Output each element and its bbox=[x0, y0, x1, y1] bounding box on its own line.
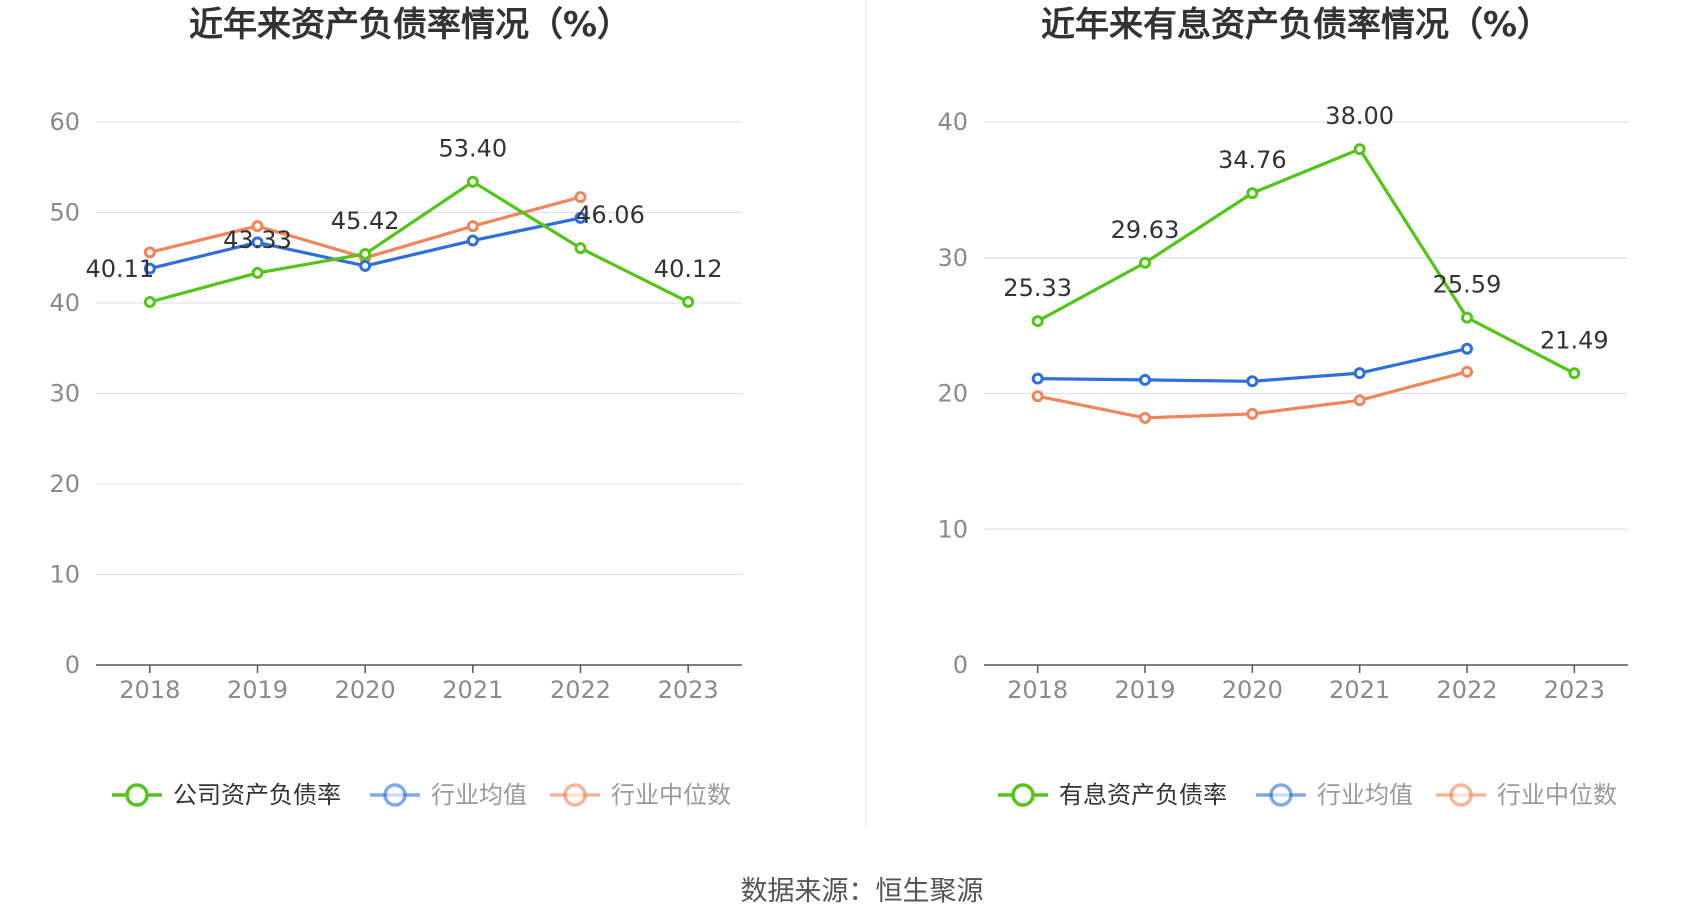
data-point bbox=[251, 236, 264, 249]
legend-marker bbox=[563, 783, 587, 807]
chart-debt-ratio: 近年来资产负债率情况（%） 0 10 20 30 40 50 60 2018 2019 2020 2… bbox=[49, 5, 742, 809]
y-tick-label: 20 bbox=[49, 470, 80, 498]
data-point bbox=[1139, 373, 1151, 386]
y-tick-label: 10 bbox=[49, 561, 80, 589]
legend-item: 行业均值 bbox=[1256, 781, 1413, 809]
x-tick-label: 2022 bbox=[550, 676, 611, 704]
data-point bbox=[1461, 342, 1473, 355]
y-tick-label: 10 bbox=[937, 515, 968, 543]
x-tick-label: 2022 bbox=[1436, 676, 1497, 704]
data-point bbox=[143, 296, 156, 309]
data-point bbox=[574, 211, 587, 224]
y-tick-label: 60 bbox=[49, 108, 80, 136]
x-tick-label: 2020 bbox=[335, 676, 396, 704]
data-point bbox=[1031, 390, 1044, 403]
y-tick-label: 20 bbox=[937, 380, 968, 408]
data-label: 38.00 bbox=[1325, 102, 1394, 130]
data-point bbox=[1031, 372, 1044, 385]
y-tick-label: 50 bbox=[49, 199, 80, 227]
x-tick-label: 2023 bbox=[658, 676, 719, 704]
chart-interest-bearing-debt-ratio: 近年来有息资产负债率情况（%） 0 10 20 30 40 2018 2019 2020 202… bbox=[937, 5, 1628, 809]
legend-item: 有息资产负债率 bbox=[998, 781, 1227, 809]
y-tick-label: 0 bbox=[953, 651, 968, 679]
data-point bbox=[1139, 411, 1151, 424]
legend-item: 行业均值 bbox=[370, 781, 527, 809]
legend-marker bbox=[383, 783, 407, 807]
data-label: 45.42 bbox=[331, 207, 400, 235]
legend-marker bbox=[1269, 783, 1293, 807]
data-label: 43.33 bbox=[223, 226, 292, 254]
x-tick-label: 2020 bbox=[1222, 676, 1283, 704]
series-line bbox=[149, 180, 689, 304]
legend-marker bbox=[1011, 783, 1035, 807]
legend-item: 行业中位数 bbox=[550, 781, 731, 809]
data-point bbox=[1353, 143, 1366, 156]
legend-label: 行业均值 bbox=[1317, 781, 1413, 809]
legend-label: 有息资产负债率 bbox=[1059, 781, 1227, 809]
data-label: 21.49 bbox=[1540, 326, 1609, 354]
legend-item: 公司资产负债率 bbox=[112, 781, 341, 809]
data-point bbox=[1246, 375, 1259, 388]
x-tick-label: 2021 bbox=[1329, 676, 1390, 704]
data-point bbox=[359, 259, 372, 272]
data-label: 46.06 bbox=[576, 201, 645, 229]
data-point bbox=[359, 247, 372, 260]
y-tick-label: 40 bbox=[937, 108, 968, 136]
data-point bbox=[143, 262, 156, 275]
data-point bbox=[251, 220, 264, 233]
data-point bbox=[1246, 407, 1259, 420]
legend-label: 公司资产负债率 bbox=[173, 781, 341, 809]
y-tick-label: 0 bbox=[65, 651, 80, 679]
data-label: 25.33 bbox=[1003, 274, 1072, 302]
x-tick-label: 2021 bbox=[442, 676, 503, 704]
legend-label: 行业均值 bbox=[431, 781, 527, 809]
x-tick-label: 2023 bbox=[1544, 676, 1605, 704]
legend-label: 行业中位数 bbox=[1497, 781, 1617, 809]
data-point bbox=[682, 295, 695, 308]
data-point bbox=[1246, 187, 1259, 200]
data-label: 53.40 bbox=[438, 135, 507, 163]
chart-title: 近年来有息资产负债率情况（%） bbox=[1041, 5, 1551, 45]
data-label: 40.11 bbox=[85, 255, 154, 283]
data-point bbox=[1353, 367, 1366, 380]
y-tick-label: 40 bbox=[49, 289, 80, 317]
series-line bbox=[1036, 147, 1576, 375]
data-point bbox=[574, 242, 587, 255]
data-point bbox=[251, 266, 264, 279]
legend-marker bbox=[1449, 783, 1473, 807]
y-tick-label: 30 bbox=[937, 244, 968, 272]
data-point bbox=[1461, 311, 1473, 324]
data-point bbox=[1353, 394, 1366, 407]
data-point bbox=[466, 220, 479, 233]
x-tick-label: 2019 bbox=[1114, 676, 1175, 704]
x-tick-label: 2019 bbox=[227, 676, 288, 704]
chart-title: 近年来资产负债率情况（%） bbox=[189, 5, 631, 45]
data-point bbox=[143, 246, 156, 259]
data-point bbox=[466, 175, 479, 188]
data-point bbox=[1139, 256, 1151, 269]
data-label: 34.76 bbox=[1218, 146, 1287, 174]
legend-item: 行业中位数 bbox=[1436, 781, 1617, 809]
x-tick-label: 2018 bbox=[1007, 676, 1068, 704]
data-point bbox=[1568, 367, 1581, 380]
data-source-footer: 数据来源：恒生聚源 bbox=[741, 876, 984, 907]
data-point bbox=[466, 234, 479, 247]
legend-label: 行业中位数 bbox=[611, 781, 731, 809]
data-label: 29.63 bbox=[1111, 216, 1180, 244]
data-label: 25.59 bbox=[1433, 271, 1502, 299]
data-point bbox=[1031, 315, 1044, 328]
y-tick-label: 30 bbox=[49, 380, 80, 408]
data-point bbox=[574, 191, 587, 204]
legend-marker bbox=[125, 783, 149, 807]
data-point bbox=[1461, 365, 1473, 378]
data-label: 40.12 bbox=[654, 255, 723, 283]
x-tick-label: 2018 bbox=[119, 676, 180, 704]
